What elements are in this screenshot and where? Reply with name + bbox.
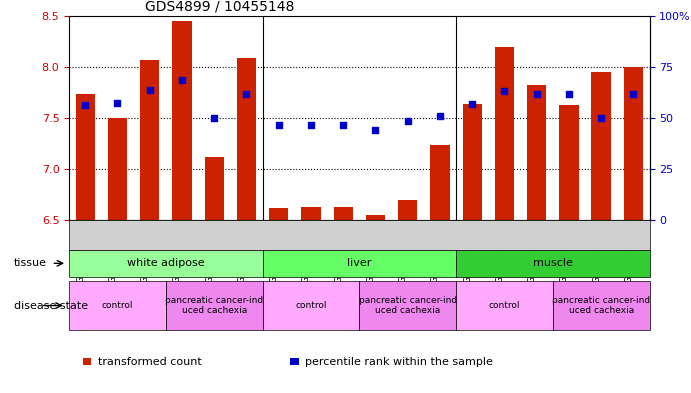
Point: [273, 122, 284, 128]
Bar: [591, 72, 611, 220]
Point: [305, 122, 316, 128]
Point: [370, 127, 381, 133]
Bar: [75, 94, 95, 220]
Point: [144, 87, 155, 94]
Bar: [237, 58, 256, 220]
Point: [112, 99, 123, 106]
Text: control: control: [102, 301, 133, 310]
Point: [531, 91, 542, 97]
Text: control: control: [489, 301, 520, 310]
Bar: [462, 104, 482, 220]
Bar: [366, 215, 385, 220]
Text: liver: liver: [347, 258, 372, 268]
Text: transformed count: transformed count: [98, 357, 202, 367]
Bar: [205, 157, 224, 220]
Text: tissue: tissue: [14, 258, 47, 268]
Text: white adipose: white adipose: [127, 258, 205, 268]
Bar: [301, 207, 321, 220]
Bar: [495, 48, 514, 220]
Bar: [140, 60, 160, 220]
Bar: [269, 208, 288, 220]
Point: [596, 115, 607, 121]
Text: pancreatic cancer-ind
uced cachexia: pancreatic cancer-ind uced cachexia: [165, 296, 263, 315]
Point: [241, 91, 252, 97]
Text: GDS4899 / 10455148: GDS4899 / 10455148: [144, 0, 294, 13]
Text: pancreatic cancer-ind
uced cachexia: pancreatic cancer-ind uced cachexia: [552, 296, 650, 315]
Point: [563, 91, 574, 97]
Text: pancreatic cancer-ind
uced cachexia: pancreatic cancer-ind uced cachexia: [359, 296, 457, 315]
Point: [338, 122, 349, 128]
Point: [209, 115, 220, 121]
Bar: [624, 67, 643, 220]
Bar: [559, 105, 578, 220]
Bar: [398, 200, 417, 220]
Text: control: control: [295, 301, 327, 310]
Bar: [430, 145, 450, 220]
Text: muscle: muscle: [533, 258, 573, 268]
Bar: [527, 85, 547, 220]
Bar: [108, 118, 127, 220]
Point: [499, 88, 510, 94]
Text: disease state: disease state: [14, 301, 88, 310]
Bar: [172, 21, 191, 220]
Point: [176, 77, 187, 83]
Point: [466, 101, 477, 107]
Text: percentile rank within the sample: percentile rank within the sample: [305, 357, 493, 367]
Point: [628, 91, 639, 97]
Point: [79, 101, 91, 108]
Point: [435, 113, 446, 119]
Point: [402, 118, 413, 124]
Bar: [334, 207, 353, 220]
